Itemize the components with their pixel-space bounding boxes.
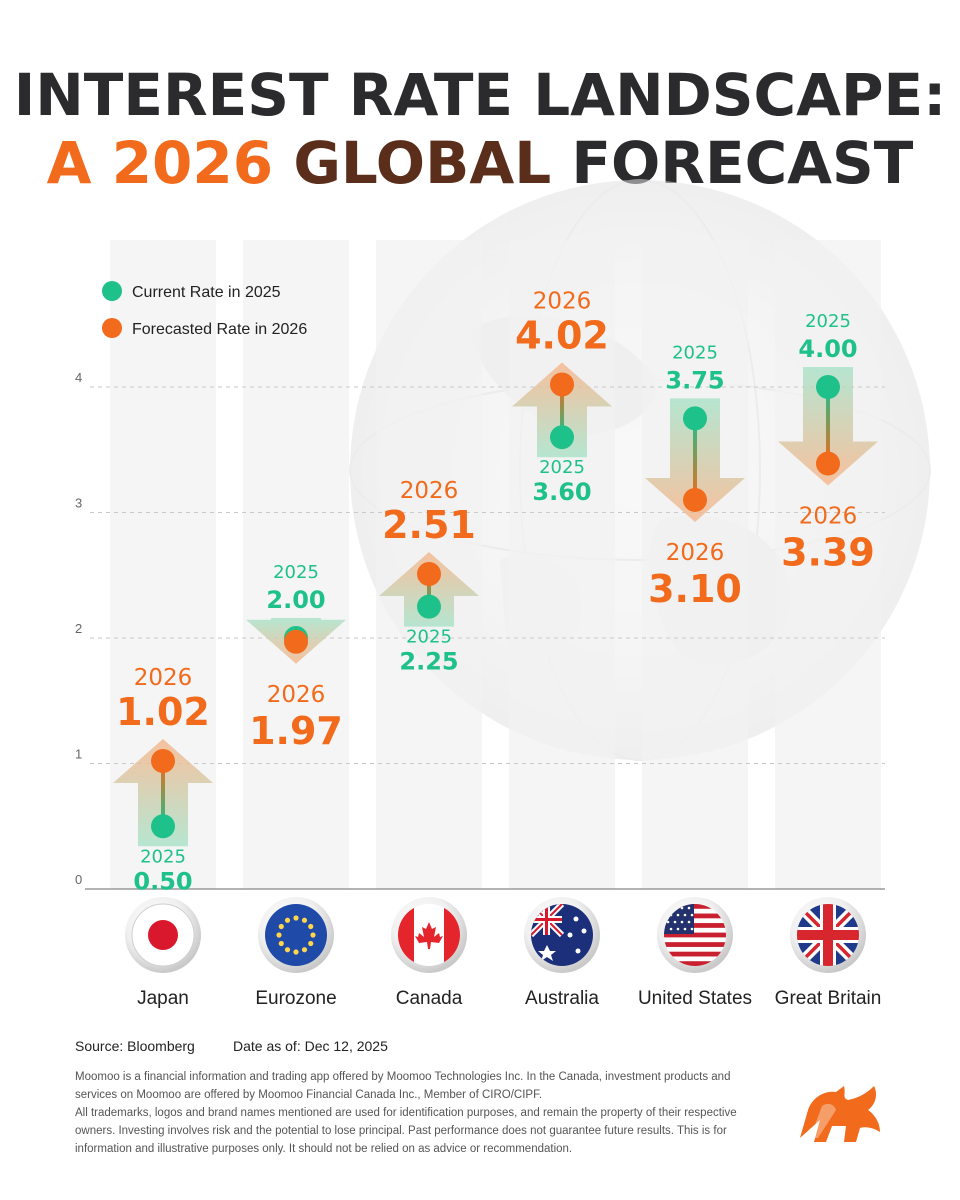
current-dot-4 (683, 406, 707, 431)
country-label-canada: Canada (395, 988, 463, 1009)
forecast-value-label-5: 3.39 (781, 531, 875, 575)
forecast-value-label-1: 1.97 (249, 709, 343, 753)
forecast-year-label-1: 2026 (267, 682, 326, 708)
eu-flag-icon (258, 897, 334, 973)
forecast-value-label-0: 1.02 (116, 690, 210, 734)
current-dot-5 (816, 375, 840, 399)
legend: Current Rate in 2025 Forecasted Rate in … (102, 281, 307, 338)
country-label-japan: Japan (137, 988, 189, 1009)
canada-flag-icon (391, 897, 467, 973)
page-title-line-1: INTEREST RATE LANDSCAPE: (13, 61, 947, 129)
country-label-australia: Australia (525, 988, 599, 1009)
disclaimer: Moomoo is a financial information and tr… (75, 1068, 755, 1158)
stem-fill-5 (826, 387, 830, 464)
forecast-year-label-2: 2026 (400, 478, 459, 504)
australia-flag-icon (524, 897, 600, 973)
country-label-great-britain: Great Britain (774, 988, 882, 1009)
forecast-year-label-5: 2026 (799, 504, 858, 530)
stem-fill-0 (161, 760, 165, 827)
current-value-label-1: 2.00 (266, 586, 325, 614)
current-year-label-2: 2025 (406, 627, 452, 648)
current-dot-0 (151, 814, 175, 839)
forecast-dot-4 (683, 487, 707, 512)
forecast-dot-5 (816, 451, 840, 476)
forecast-value-label-4: 3.10 (648, 567, 742, 611)
country-flags (125, 897, 866, 973)
forecast-year-label-3: 2026 (533, 288, 592, 314)
current-year-label-3: 2025 (539, 457, 585, 478)
column-bg-4 (642, 240, 748, 889)
japan-flag-icon (125, 897, 201, 973)
y-tick-label-4: 4 (75, 370, 82, 385)
chart-marks: 20250.5020261.0220252.0020261.9720252.25… (113, 288, 878, 895)
y-axis-ticks: 0 1 2 3 4 (75, 370, 82, 887)
stem-fill-4 (693, 418, 697, 500)
legend-forecast-label: Forecasted Rate in 2026 (132, 321, 307, 338)
y-tick-label-1: 1 (75, 747, 82, 762)
current-year-label-0: 2025 (140, 846, 186, 867)
y-tick-label-3: 3 (75, 496, 82, 511)
us-flag-icon (657, 897, 733, 973)
current-value-label-0: 0.50 (133, 867, 192, 895)
forecast-dot-1 (284, 629, 308, 654)
current-dot-3 (550, 425, 574, 450)
current-dot-2 (417, 594, 441, 619)
title-part-global: GLOBAL (293, 129, 572, 197)
legend-current-marker (102, 281, 122, 301)
current-value-label-2: 2.25 (399, 648, 458, 676)
disclaimer-paragraph-2: All trademarks, logos and brand names me… (75, 1107, 737, 1155)
stem-fill-3 (560, 384, 564, 438)
moomoo-bull-logo-icon (800, 1086, 880, 1142)
y-tick-label-2: 2 (75, 621, 82, 636)
y-tick-label-0: 0 (75, 872, 82, 887)
legend-forecast-marker (102, 318, 122, 338)
current-value-label-5: 4.00 (798, 335, 857, 363)
country-label-eurozone: Eurozone (255, 988, 337, 1009)
forecast-value-label-2: 2.51 (382, 503, 476, 547)
column-bg-3 (509, 240, 615, 889)
forecast-value-label-3: 4.02 (515, 313, 609, 357)
gridlines (85, 386, 885, 890)
source-note: Source: Bloomberg (75, 1038, 195, 1054)
forecast-dot-3 (550, 372, 574, 397)
title-part-year: A 2026 (46, 129, 294, 197)
disclaimer-paragraph-1: Moomoo is a financial information and tr… (75, 1071, 731, 1101)
current-value-label-3: 3.60 (532, 478, 591, 506)
forecast-dot-0 (151, 748, 175, 773)
forecast-dot-2 (417, 561, 441, 586)
current-year-label-1: 2025 (273, 562, 319, 583)
column-bg-1 (243, 240, 349, 889)
country-label-united-states: United States (637, 988, 753, 1009)
date-as-of: Date as of: Dec 12, 2025 (233, 1038, 388, 1054)
current-value-label-4: 3.75 (665, 366, 724, 394)
forecast-year-label-4: 2026 (666, 540, 725, 566)
legend-current-label: Current Rate in 2025 (132, 284, 281, 301)
column-bg-5 (775, 240, 881, 889)
forecast-year-label-0: 2026 (134, 665, 193, 691)
current-year-label-5: 2025 (805, 311, 851, 332)
stem-fill-2 (427, 573, 431, 607)
current-year-label-4: 2025 (672, 342, 718, 363)
uk-flag-icon (790, 897, 866, 973)
